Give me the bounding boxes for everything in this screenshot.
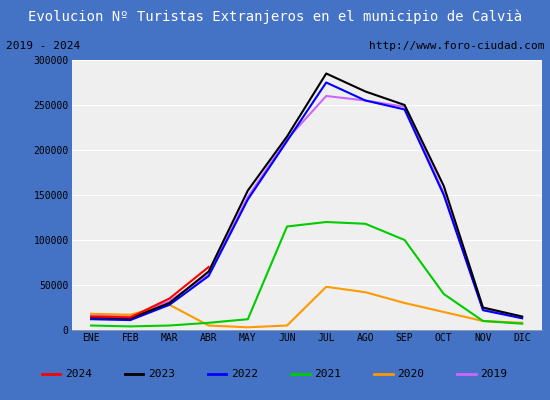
- Text: Evolucion Nº Turistas Extranjeros en el municipio de Calvià: Evolucion Nº Turistas Extranjeros en el …: [28, 10, 522, 24]
- Text: 2020: 2020: [398, 369, 425, 379]
- Text: 2019: 2019: [481, 369, 508, 379]
- Text: 2019 - 2024: 2019 - 2024: [6, 41, 80, 51]
- Text: 2023: 2023: [148, 369, 175, 379]
- Text: 2022: 2022: [231, 369, 258, 379]
- Text: 2024: 2024: [65, 369, 92, 379]
- Text: http://www.foro-ciudad.com: http://www.foro-ciudad.com: [369, 41, 544, 51]
- Text: 2021: 2021: [314, 369, 341, 379]
